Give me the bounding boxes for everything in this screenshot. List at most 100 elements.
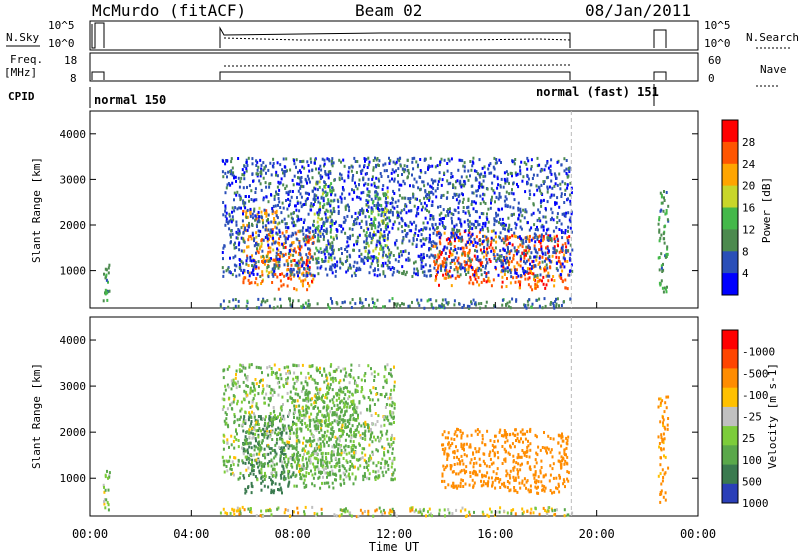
power-cell [310,208,313,212]
power-cell [442,304,445,308]
power-cell [428,193,431,197]
velocity-cell [481,510,484,514]
power-cell [488,171,491,175]
velocity-cell [278,488,281,492]
power-cell [421,270,424,274]
velocity-cell [491,449,494,453]
power-cell [384,206,387,210]
power-cell [662,209,665,213]
power-cell [384,305,386,309]
velocity-cell [251,485,254,489]
power-cell [371,175,374,179]
velocity-cell [383,511,386,515]
power-cell [222,175,225,179]
velocity-cell [505,474,508,478]
power-cell [226,267,229,271]
power-cell [663,237,666,241]
power-cell [256,249,259,253]
power-cell [507,250,510,253]
power-cell [268,257,271,261]
power-cell [459,183,462,187]
velocity-cell [254,458,257,462]
velocity-cell [273,470,276,474]
power-cell [285,230,288,234]
power-cell [398,183,401,187]
power-cell [247,238,250,242]
power-cell [268,271,271,275]
power-cell [500,260,503,264]
power-cell [561,212,564,216]
velocity-cell [560,434,563,438]
velocity-cell [321,471,324,474]
velocity-cell [516,436,519,440]
power-cell [543,268,546,272]
power-cell [341,177,344,181]
velocity-cell [510,512,513,515]
velocity-cell [507,451,510,455]
power-cell [469,225,472,229]
velocity-cell [518,481,521,485]
power-cell [469,278,472,282]
power-cell [388,219,391,223]
power-cell [309,272,312,276]
power-cell [493,304,495,308]
power-cell [565,167,568,171]
velocity-cell [469,445,472,449]
velocity-cell [349,465,352,468]
power-cell [422,252,425,256]
power-cell [480,280,483,284]
power-cell [553,193,556,197]
power-cell [462,303,465,307]
power-cell [298,247,301,250]
power-cell [659,236,662,240]
power-cell [517,206,520,210]
velocity-cell [503,447,506,451]
velocity-cell [327,391,330,395]
power-cell [463,180,466,184]
power-cell [528,240,531,243]
velocity-cell [330,456,333,460]
power-cell [242,231,245,235]
velocity-cell [486,471,489,475]
power-cell [219,303,222,307]
power-cell [276,241,279,245]
power-colorbar-tick: 24 [742,158,756,171]
power-cell [439,163,441,167]
velocity-cell [394,477,396,481]
power-cell [384,235,386,239]
power-cell [527,249,530,253]
velocity-cell [411,508,414,512]
power-cell [290,304,293,308]
power-cell [229,183,232,187]
power-cell [384,226,387,230]
power-cell [505,243,508,247]
power-cell [515,272,518,275]
velocity-cell [288,444,291,448]
power-cell [474,226,477,230]
power-cell [341,301,344,305]
power-cell [315,182,318,186]
power-cell [528,196,531,200]
velocity-cell [482,512,485,516]
velocity-cell [539,469,542,473]
velocity-cell [463,453,466,457]
velocity-cell [339,508,342,512]
velocity-cell [105,498,108,502]
power-cell [249,214,252,218]
velocity-cell [504,459,507,463]
power-cell [260,300,263,304]
power-cell [526,270,529,274]
velocity-cell [284,453,287,456]
power-cell [388,161,391,165]
power-cell [286,169,288,173]
power-cell [527,283,530,287]
power-cell [329,230,332,234]
power-cell [566,173,569,177]
power-cell [467,199,470,202]
velocity-cell [561,432,563,436]
power-cell [241,237,244,241]
velocity-cell [250,491,253,495]
power-cell [330,256,333,260]
power-cell [569,226,572,230]
power-cell [224,206,227,210]
